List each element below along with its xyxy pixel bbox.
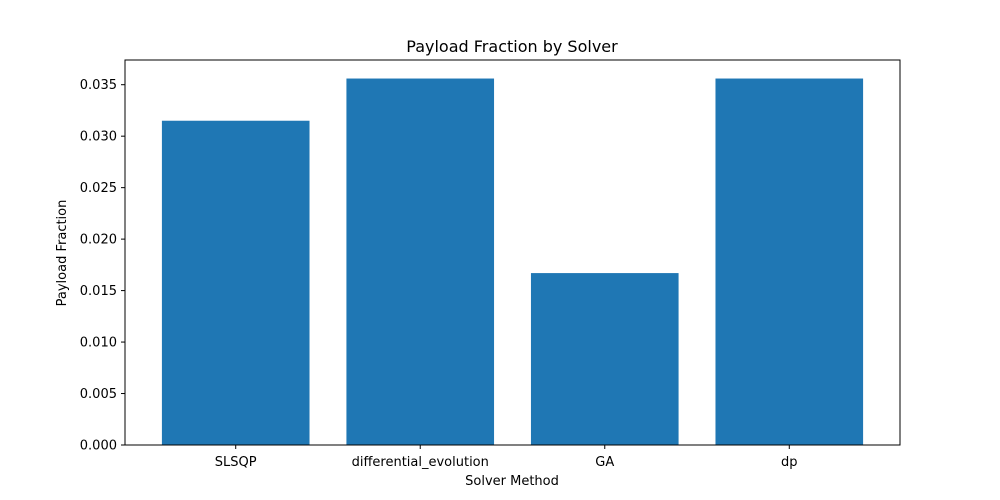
- y-tick-label: 0.035: [80, 78, 117, 93]
- y-tick-label: 0.030: [80, 130, 117, 145]
- bar-slsqp: [161, 120, 310, 445]
- x-axis: SLSQP differential_evolution GA dp: [215, 445, 798, 470]
- y-tick-label: 0.005: [80, 387, 117, 402]
- y-tick-label: 0.015: [80, 284, 117, 299]
- bar-ga: [530, 273, 679, 445]
- y-tick-label: 0.020: [80, 233, 117, 248]
- y-axis: 0.000 0.005 0.010 0.015 0.020 0.025 0.030 0.035: [80, 78, 125, 454]
- y-tick-label: 0.000: [80, 439, 117, 454]
- y-tick-label: 0.025: [80, 181, 117, 196]
- x-tick-label: GA: [595, 455, 614, 470]
- y-axis-label: Payload Fraction: [55, 200, 70, 307]
- x-tick-label: SLSQP: [215, 455, 257, 470]
- bar-differential-evolution: [346, 78, 495, 445]
- x-axis-label: Solver Method: [465, 474, 559, 489]
- chart-title: Payload Fraction by Solver: [406, 37, 618, 56]
- bar-dp: [715, 78, 864, 445]
- bars-group: [161, 78, 864, 445]
- x-tick-label: dp: [781, 455, 798, 470]
- x-tick-label: differential_evolution: [352, 455, 489, 470]
- plot-frame: [124, 59, 901, 446]
- y-tick-label: 0.010: [80, 336, 117, 351]
